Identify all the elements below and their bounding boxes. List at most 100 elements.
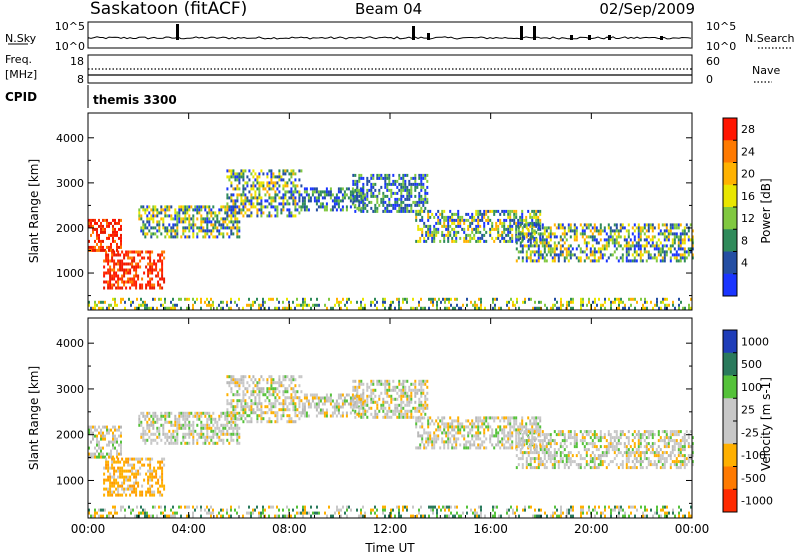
scatter-cell <box>242 390 245 394</box>
scatter-cell <box>246 181 249 185</box>
scatter-cell <box>131 277 134 281</box>
scatter-cell <box>492 297 494 301</box>
scatter-cell <box>431 419 434 423</box>
scatter-cell <box>406 397 409 401</box>
scatter-cell <box>147 256 150 260</box>
scatter-cell <box>557 223 560 227</box>
scatter-cell <box>645 238 648 242</box>
scatter-cell <box>152 214 155 218</box>
scatter-cell <box>543 256 546 260</box>
scatter-cell <box>104 455 106 459</box>
scatter-cell <box>103 466 106 470</box>
scatter-cell <box>603 253 606 257</box>
scatter-cell <box>601 253 604 257</box>
scatter-cell <box>164 208 167 212</box>
scatter-cell <box>547 247 550 251</box>
scatter-cell <box>392 412 395 416</box>
scatter-cell <box>513 218 516 222</box>
scatter-cell <box>412 297 414 301</box>
scatter-cell <box>305 399 308 403</box>
scatter-cell <box>105 250 108 254</box>
scatter-cell <box>398 206 401 210</box>
scatter-cell <box>465 446 468 450</box>
scatter-cell <box>469 233 472 237</box>
scatter-cell <box>509 227 512 231</box>
scatter-cell <box>443 239 446 243</box>
scatter-cell <box>158 417 161 421</box>
scatter-cell <box>645 235 648 239</box>
scatter-cell <box>474 306 476 310</box>
scatter-cell <box>272 199 275 203</box>
scatter-cell <box>370 412 373 416</box>
scatter-cell <box>138 423 141 427</box>
scatter-cell <box>547 439 550 443</box>
scatter-cell <box>593 259 596 263</box>
scatter-cell <box>491 227 494 231</box>
scatter-cell <box>511 431 514 435</box>
scatter-cell <box>517 256 520 260</box>
scatter-cell <box>575 439 578 443</box>
scatter-cell <box>521 229 524 233</box>
scatter-cell <box>687 229 690 233</box>
scatter-cell <box>164 414 167 418</box>
scatter-cell <box>577 451 580 455</box>
scatter-cell <box>587 433 590 437</box>
scatter-cell <box>112 437 114 441</box>
scatter-cell <box>317 399 320 403</box>
scatter-cell <box>272 187 275 191</box>
scatter-cell <box>200 435 203 439</box>
scatter-cell <box>659 241 662 245</box>
scatter-cell <box>123 271 126 275</box>
scatter-cell <box>541 430 544 434</box>
scatter-cell <box>509 215 512 219</box>
scatter-cell <box>553 460 556 464</box>
scatter-cell <box>133 472 136 476</box>
scatter-cell <box>317 193 320 197</box>
scatter-cell <box>418 182 421 186</box>
scatter-cell <box>653 235 656 239</box>
scatter-cell <box>238 432 241 436</box>
scatter-cell <box>517 445 520 449</box>
scatter-cell <box>104 248 106 252</box>
scatter-cell <box>583 241 586 245</box>
scatter-cell <box>360 303 362 307</box>
scatter-cell <box>318 303 320 307</box>
scatter-cell <box>238 181 241 185</box>
scatter-cell <box>159 490 162 494</box>
scatter-cell <box>218 220 221 224</box>
scatter-cell <box>240 169 243 173</box>
scatter-cell <box>521 451 524 455</box>
scatter-cell <box>535 443 538 447</box>
scatter-cell <box>412 388 415 392</box>
scatter-cell <box>475 434 478 438</box>
scatter-cell <box>410 176 413 180</box>
scatter-cell <box>162 429 165 433</box>
scatter-cell <box>115 469 118 473</box>
scatter-cell <box>541 235 544 239</box>
scatter-cell <box>559 223 562 227</box>
scatter-cell <box>517 250 520 254</box>
scatter-cell <box>427 419 430 423</box>
scatter-cell <box>543 238 546 242</box>
scatter-cell <box>94 455 96 459</box>
scatter-cell <box>416 388 419 392</box>
scatter-cell <box>120 236 122 240</box>
scatter-cell <box>555 433 558 437</box>
scatter-cell <box>535 466 538 470</box>
scatter-cell <box>427 422 430 426</box>
scatter-cell <box>280 175 283 179</box>
freq-unit-label: [MHz] <box>5 68 37 81</box>
scatter-cell <box>329 193 332 197</box>
scatter-cell <box>657 223 660 227</box>
scatter-cell <box>174 429 177 433</box>
scatter-cell <box>262 303 264 307</box>
scatter-cell <box>671 223 674 227</box>
scatter-cell <box>198 211 201 215</box>
scatter-cell <box>127 457 130 461</box>
scatter-cell <box>212 217 215 221</box>
scatter-cell <box>302 303 304 307</box>
scatter-cell <box>236 435 239 439</box>
scatter-cell <box>402 388 405 392</box>
scatter-cell <box>130 303 132 307</box>
